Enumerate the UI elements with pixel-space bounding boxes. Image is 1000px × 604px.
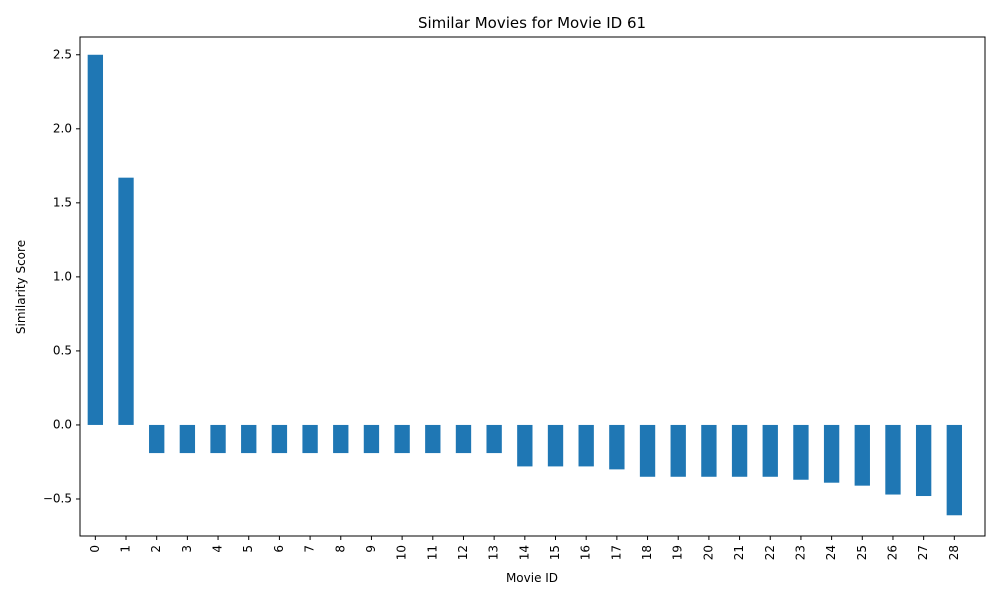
bar-16 xyxy=(578,424,594,467)
bar-19 xyxy=(670,424,686,477)
x-tick-label: 25 xyxy=(855,545,869,560)
y-tick-label: 1.5 xyxy=(53,195,72,209)
bar-15 xyxy=(547,424,564,467)
y-tick-label: 1.0 xyxy=(53,269,72,283)
bar-27 xyxy=(915,424,932,497)
bar-7 xyxy=(302,424,318,454)
bar-18 xyxy=(639,424,656,477)
x-tick-label: 8 xyxy=(333,545,347,553)
bar-12 xyxy=(455,424,472,454)
x-tick-label: 2 xyxy=(149,545,163,553)
x-tick-label: 20 xyxy=(701,545,715,560)
x-tick-label: 12 xyxy=(456,545,470,560)
bar-23 xyxy=(793,424,809,480)
x-tick-label: 10 xyxy=(395,545,409,560)
x-tick-label: 27 xyxy=(916,545,930,560)
bar-5 xyxy=(241,424,257,454)
bar-8 xyxy=(333,424,349,454)
x-tick-label: 21 xyxy=(732,545,746,560)
x-tick-label: 14 xyxy=(517,545,531,560)
bar-28 xyxy=(946,424,962,516)
x-tick-label: 13 xyxy=(487,545,501,560)
axes-layer xyxy=(79,36,986,537)
x-tick-label: 22 xyxy=(763,545,777,560)
bar-26 xyxy=(885,424,901,495)
x-tick-label: 19 xyxy=(671,545,685,560)
x-tick-label: 23 xyxy=(793,545,807,560)
x-tick-label: 6 xyxy=(272,545,286,553)
bar-0 xyxy=(87,54,104,425)
bars-layer xyxy=(87,54,962,516)
y-ticks: −0.5 0.0 0.5 1.0 1.5 2.0 2.5 xyxy=(43,47,80,505)
bar-11 xyxy=(425,424,441,454)
x-tick-label: 3 xyxy=(180,545,194,553)
x-tick-label: 11 xyxy=(425,545,439,560)
x-tick-label: 0 xyxy=(88,545,102,553)
y-axis-label: Similarity Score xyxy=(14,240,28,334)
bar-17 xyxy=(609,424,625,470)
bar-1 xyxy=(118,177,134,425)
y-tick-label: 0.5 xyxy=(53,343,72,357)
plot-frame xyxy=(79,36,986,537)
y-tick-label: 2.5 xyxy=(53,47,72,61)
x-tick-label: 15 xyxy=(548,545,562,560)
x-axis-label: Movie ID xyxy=(506,571,558,585)
y-tick-label: 2.0 xyxy=(53,121,72,135)
chart-title: Similar Movies for Movie ID 61 xyxy=(418,14,646,32)
bar-10 xyxy=(394,424,410,454)
bar-20 xyxy=(701,424,717,477)
x-tick-label: 5 xyxy=(241,545,255,553)
bar-14 xyxy=(517,424,533,467)
x-tick-label: 28 xyxy=(947,545,961,560)
x-tick-label: 17 xyxy=(609,545,623,560)
bar-2 xyxy=(149,424,165,454)
x-ticks: 0 1 2 3 4 5 6 7 8 9 10 11 12 13 14 15 16 17 18 19 20 21 22 23 24… xyxy=(88,536,961,560)
x-tick-label: 18 xyxy=(640,545,654,560)
bar-22 xyxy=(762,424,778,477)
bar-4 xyxy=(210,424,226,454)
x-tick-label: 1 xyxy=(119,545,133,553)
x-tick-label: 9 xyxy=(364,545,378,553)
y-tick-label: −0.5 xyxy=(43,491,72,505)
x-tick-label: 24 xyxy=(824,545,838,560)
x-tick-label: 16 xyxy=(579,545,593,560)
x-tick-label: 4 xyxy=(211,545,225,553)
bar-3 xyxy=(179,424,196,454)
bar-6 xyxy=(271,424,288,454)
bar-25 xyxy=(854,424,870,486)
x-tick-label: 26 xyxy=(885,545,899,560)
y-tick-label: 0.0 xyxy=(53,417,72,431)
bar-21 xyxy=(731,424,748,477)
bar-13 xyxy=(486,424,502,454)
bar-9 xyxy=(363,424,380,454)
bar-24 xyxy=(823,424,840,483)
x-tick-label: 7 xyxy=(303,545,317,553)
